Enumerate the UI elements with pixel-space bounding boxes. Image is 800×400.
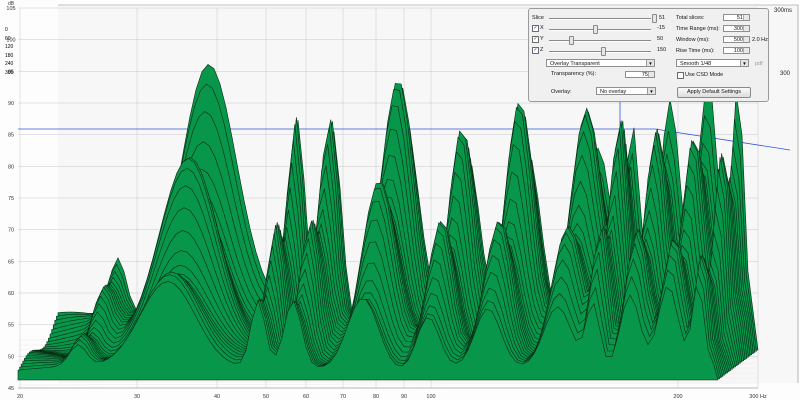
z-value: 150 [657,47,667,53]
x-slider-track[interactable] [549,29,651,31]
waterfall-slice [17,281,719,381]
use-csd-label: Use CSD Mode [685,72,724,78]
y-tick-label: 100 [6,38,15,44]
y-tick-label: 80 [8,164,14,170]
x-tick-label: 70 [340,394,346,400]
rise-time-value: 100 [733,48,743,54]
time-axis-labels: 0 60 120 180 240 300 [5,26,13,77]
x-tick-label: 200 [673,394,682,400]
z-slider-thumb[interactable] [601,47,606,56]
y-slider-track[interactable] [549,40,651,42]
time-range-field-label: Time Range (ms): [676,26,720,32]
apply-default-settings-button[interactable]: Apply Default Settings [677,87,751,98]
x-tick-label: 300 Hz [749,394,767,400]
time-range-value: 300 [733,26,743,32]
y-tick-label: 55 [8,323,14,329]
overlay-mode-select[interactable]: Overlay Transparent ▼ [546,59,655,67]
back-axis-label: 300 [780,71,791,77]
y-tick-label: 90 [8,101,14,107]
time-tick: 120 [5,44,14,50]
floor-gridline [17,382,759,386]
window-frequency: 2.0 Hz [752,37,768,43]
time-range-label: 300ms [774,8,793,14]
controls-panel: Slice 51 ✓ X -15 ✓ Y 50 ✓ Z 150 Overlay … [528,8,769,102]
y-label: Y [540,36,544,42]
y-unit-label: dB [8,1,15,7]
y-value: 50 [657,36,664,42]
slice-slider-thumb[interactable] [652,14,657,23]
x-slider-thumb[interactable] [593,25,598,34]
y-tick-label: 65 [8,259,14,265]
y-tick-label: 75 [8,196,14,202]
x-value: -15 [657,25,665,31]
back-frame [58,4,799,383]
overlay-select[interactable]: No overlay ▼ [596,87,656,95]
z-label: Z [540,47,544,53]
smoothing-value: Smooth 1/48 [680,61,712,67]
smoothing-select[interactable]: Smooth 1/48 ▼ [676,59,749,67]
window-label: Window (ms): [676,37,710,43]
pdf-label: pdf [755,61,763,67]
time-range-spinner[interactable]: 300 [723,25,750,32]
x-tick-label: 90 [401,394,407,400]
y-slider-thumb[interactable] [569,36,574,45]
use-csd-checkbox[interactable] [677,72,684,79]
x-tick-label: 60 [303,394,309,400]
time-tick: 300 [5,69,14,76]
chevron-down-icon: ▼ [646,60,654,66]
x-tick-label: 80 [373,394,379,400]
x-tick-label: 30 [134,394,140,400]
spinner-arrows-icon[interactable] [648,72,654,77]
y-tick-label: 95 [8,69,14,75]
time-tick: 240 [5,61,14,67]
overlay-value: No overlay [600,89,627,95]
y-tick-label: 50 [8,354,14,360]
spinner-arrows-icon[interactable] [743,15,749,20]
chevron-down-icon: ▼ [740,60,748,66]
x-label: X [540,25,544,31]
y-tick-label: 85 [8,133,14,139]
y-tick-label: 70 [8,228,14,234]
rise-time-spinner[interactable]: 100 [723,47,750,54]
overlay-label: Overlay: [551,89,572,95]
transparency-value: 75 [641,72,648,78]
transparency-label: Transparency (%): [551,71,597,77]
x-tick-label: 100 [426,394,435,400]
chevron-down-icon: ▼ [647,88,655,94]
total-slices-spinner[interactable]: 51 [723,14,750,21]
y-tick-label: 60 [8,291,14,297]
window-value: 500 [733,37,743,43]
total-slices-value: 51 [736,15,743,21]
y-checkbox[interactable]: ✓ [532,36,539,43]
z-checkbox[interactable]: ✓ [532,47,539,54]
total-slices-label: Total slices: [676,15,705,21]
slice-label: Slice [532,15,544,21]
y-tick-label: 45 [8,386,14,392]
time-tick: 60 [5,35,11,42]
x-tick-label: 20 [17,394,23,400]
window-spinner[interactable]: 500 [723,36,750,43]
x-tick-label: 50 [263,394,269,400]
spinner-arrows-icon[interactable] [743,26,749,31]
x-tick-label: 40 [214,394,220,400]
time-tick: 180 [5,52,14,59]
transparency-spinner[interactable]: 75 [625,71,655,78]
slice-slider-track[interactable] [549,18,651,20]
spinner-arrows-icon[interactable] [743,48,749,53]
x-checkbox[interactable]: ✓ [532,25,539,32]
time-tick: 0 [5,27,8,33]
overlay-mode-value: Overlay Transparent [550,61,600,67]
slice-value: 51 [659,15,666,21]
z-slider-track[interactable] [549,51,651,53]
rise-time-label: Rise Time (ms): [676,48,715,54]
y-tick-label: 105 [6,6,15,12]
spinner-arrows-icon[interactable] [743,37,749,42]
